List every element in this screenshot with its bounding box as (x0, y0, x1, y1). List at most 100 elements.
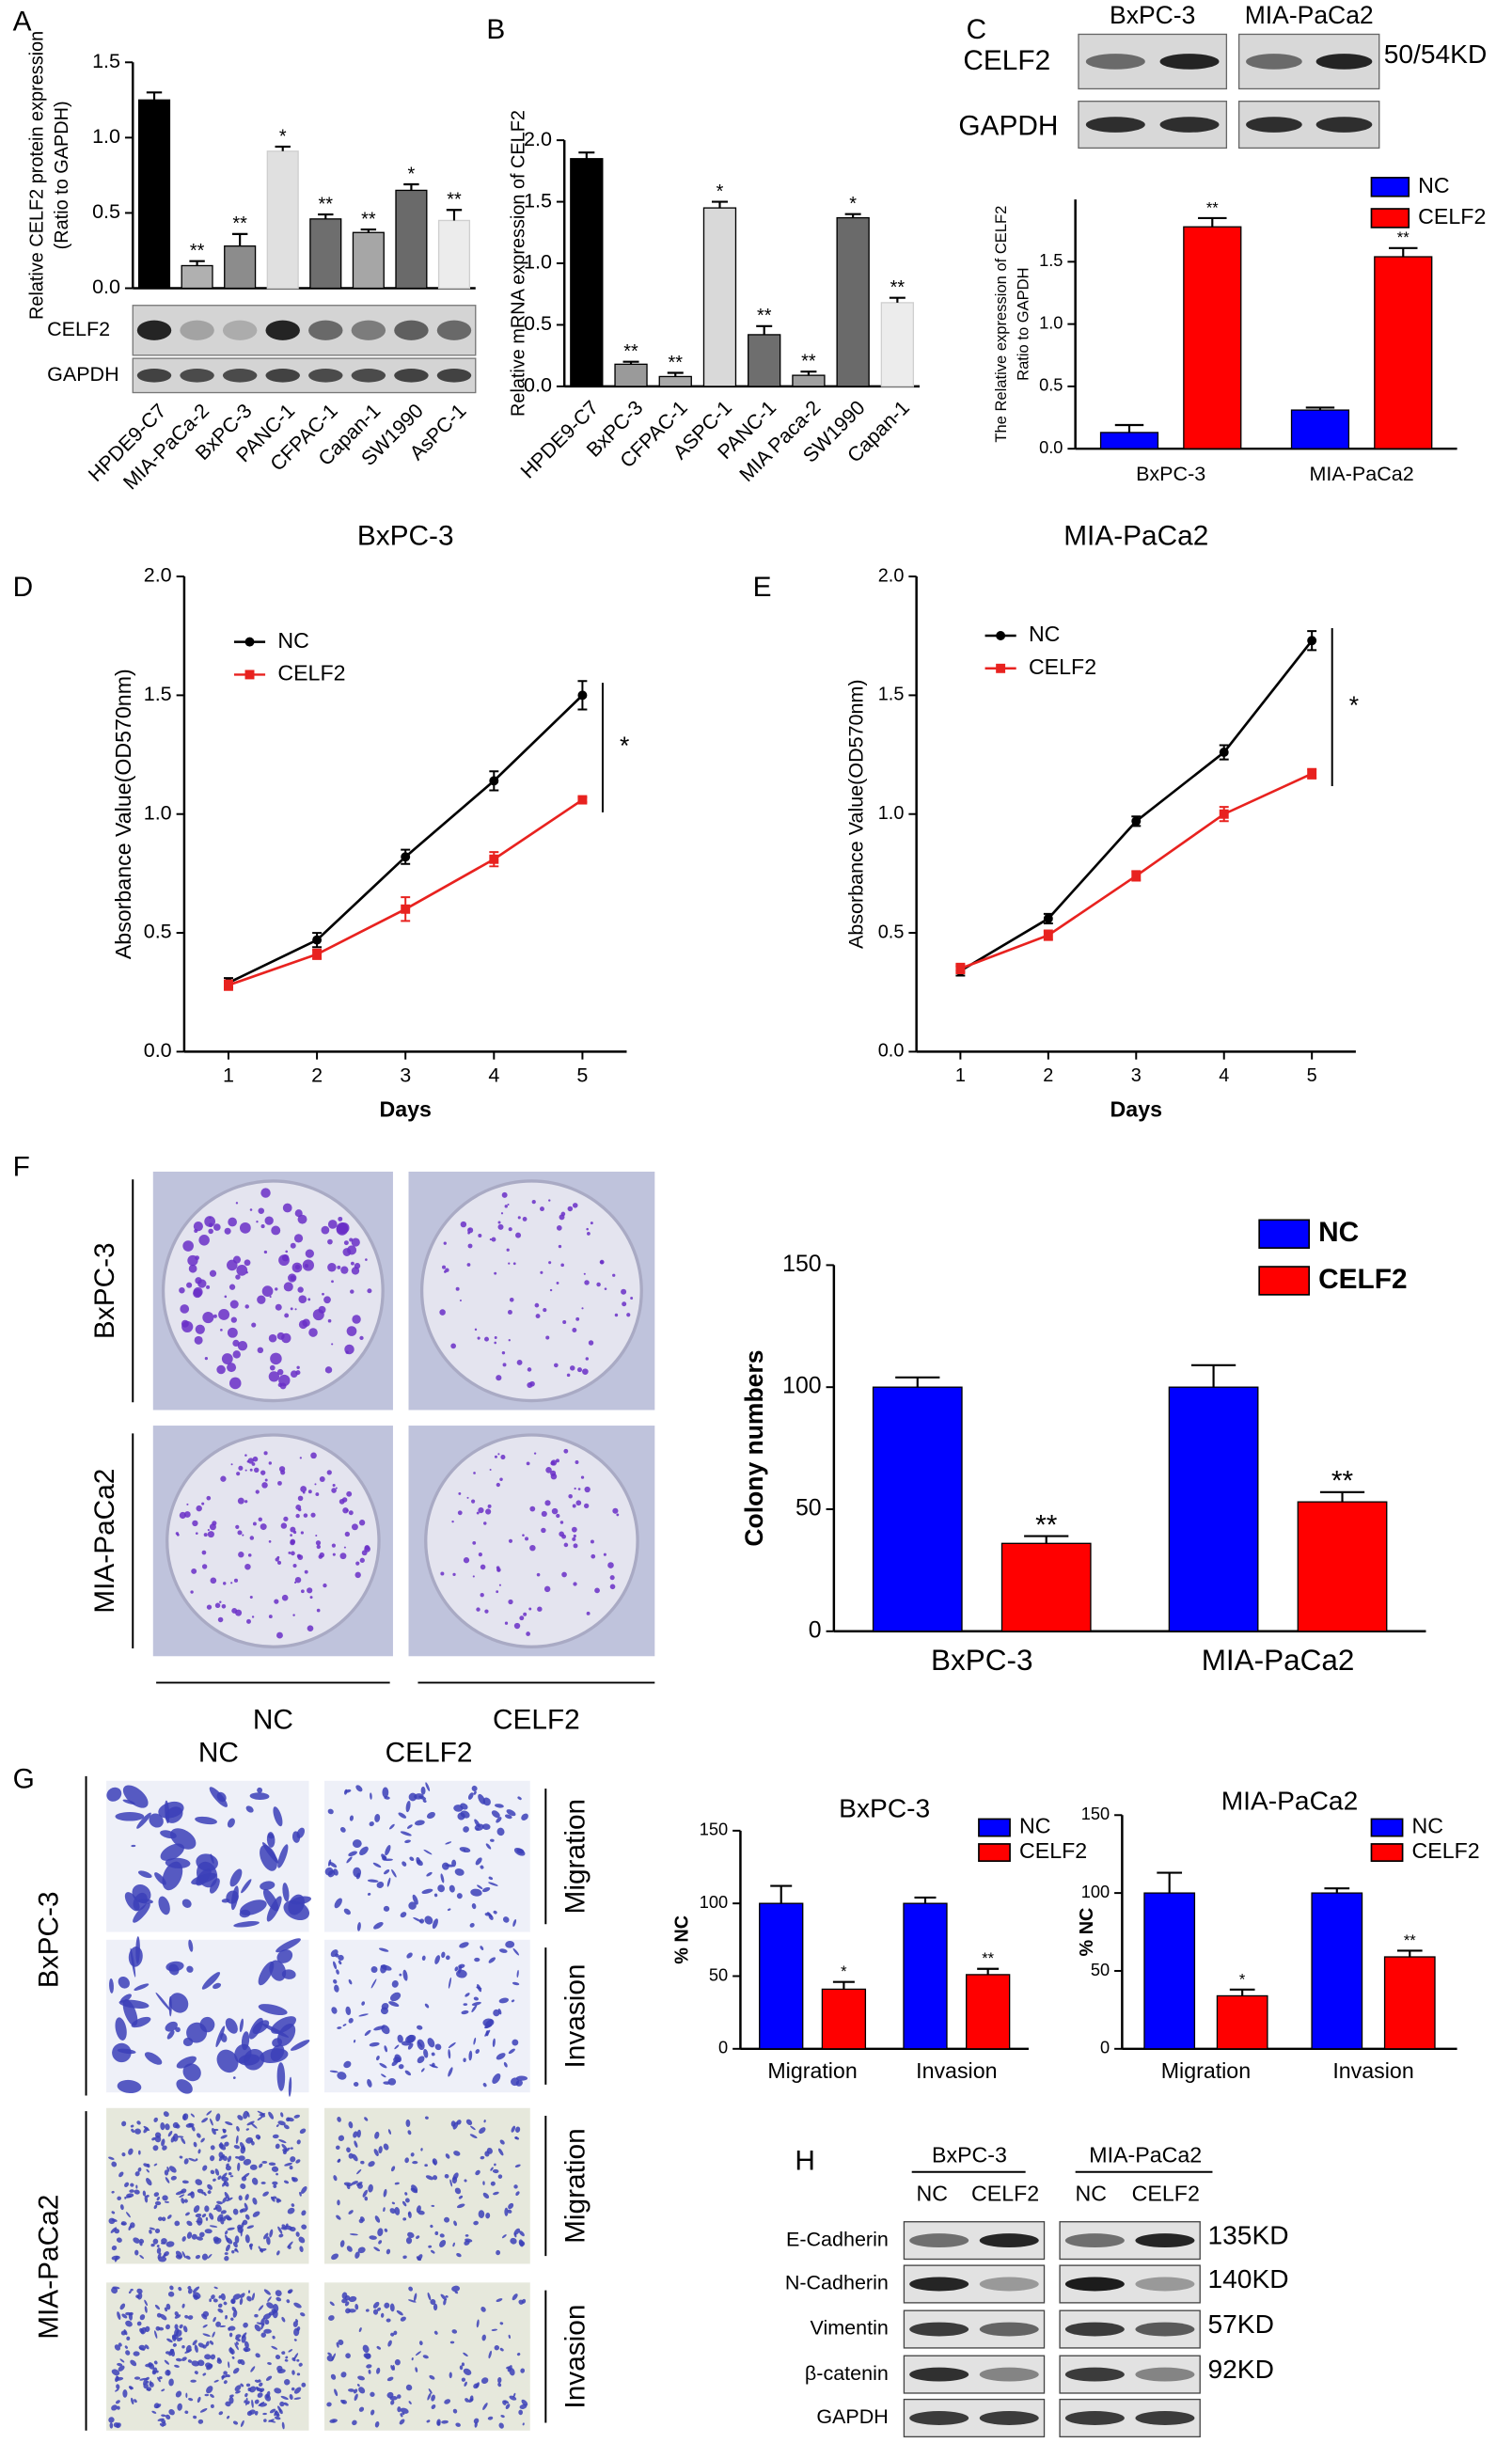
cell (390, 2166, 396, 2172)
cell (225, 2244, 230, 2252)
cell (445, 2295, 449, 2298)
cell (210, 2404, 214, 2408)
colony (332, 1552, 336, 1556)
cell (416, 1856, 421, 1865)
cell (265, 2375, 273, 2381)
y-tick-label: 100 (700, 1893, 728, 1912)
cell (254, 2324, 261, 2332)
cell (225, 2230, 228, 2235)
cell (190, 2379, 197, 2383)
row-label: BxPC-3 (89, 1242, 120, 1339)
point (1043, 930, 1053, 940)
x-tick-label: Migration (767, 2058, 857, 2083)
cell (207, 2183, 213, 2190)
colony (235, 1202, 239, 1205)
cell (209, 2298, 212, 2303)
colony (540, 1206, 544, 1212)
legend-swatch (978, 1818, 1011, 1837)
cell (485, 1843, 492, 1850)
colony (519, 1616, 525, 1621)
cell (158, 2256, 167, 2262)
blot-band (979, 2411, 1039, 2425)
cell (163, 2111, 169, 2118)
colony (540, 1270, 543, 1274)
cell (168, 1963, 180, 1976)
blot-size: 140KD (1207, 2264, 1288, 2293)
cell (238, 2195, 243, 2201)
row-label: MIA-PaCa2 (33, 2195, 64, 2340)
cell (511, 2077, 520, 2087)
cell (450, 2120, 456, 2127)
colony (343, 1546, 346, 1549)
blot-band (136, 369, 172, 383)
cell (327, 1808, 334, 1815)
cell (231, 2356, 235, 2359)
blot-row-label: GAPDH (958, 111, 1058, 142)
point (489, 854, 499, 864)
cell (123, 2329, 128, 2336)
cell (427, 2392, 432, 2401)
blot-band (351, 320, 386, 340)
cell (348, 1851, 357, 1857)
cell (391, 2059, 399, 2067)
error-bar (770, 1884, 793, 1904)
cell (226, 2237, 233, 2245)
cell (370, 2391, 375, 2397)
bar (309, 218, 342, 290)
cell (299, 2128, 307, 2135)
cell (400, 2407, 409, 2414)
cell (111, 2245, 118, 2251)
cell (359, 1846, 369, 1856)
colony (285, 1250, 289, 1253)
colony (293, 1234, 304, 1243)
cell (505, 2404, 511, 2410)
colony (268, 1461, 272, 1465)
colony (512, 1262, 516, 1266)
cell (452, 2242, 455, 2247)
cell (121, 2313, 128, 2319)
cell (111, 2404, 118, 2411)
colony (466, 1263, 471, 1267)
x-tick-label: 5 (576, 1064, 588, 1087)
blot-band (979, 2277, 1039, 2292)
cell (482, 2181, 485, 2185)
colony (352, 1315, 361, 1324)
y-tick-label: 0 (809, 1617, 822, 1643)
cell (142, 2190, 147, 2197)
cell (134, 2171, 140, 2177)
colony (288, 1551, 291, 1554)
blot-band (1064, 2233, 1125, 2248)
cell (143, 2383, 149, 2389)
colony (228, 1377, 242, 1390)
error-bar (189, 260, 205, 266)
cell (357, 2183, 363, 2189)
cell (280, 2112, 284, 2118)
cell (243, 2110, 249, 2120)
cell (281, 2316, 286, 2323)
colony (337, 1265, 341, 1269)
cell (390, 2365, 394, 2371)
cell (456, 2252, 462, 2258)
colony (455, 1286, 460, 1291)
colony (195, 1324, 205, 1334)
y-tick-label: 1.0 (878, 803, 905, 824)
blot-band (180, 369, 214, 383)
blot-band (1135, 2322, 1195, 2337)
cell (288, 2289, 293, 2293)
cell (500, 2415, 505, 2419)
cell (370, 1966, 378, 1973)
colony (529, 1505, 536, 1512)
cell (245, 1805, 254, 1813)
cell (133, 1892, 148, 1911)
cell (503, 2400, 510, 2404)
cell (160, 1843, 184, 1861)
cell (449, 1884, 455, 1893)
cell (373, 1921, 384, 1930)
colony (572, 1203, 578, 1208)
cell (158, 1896, 170, 1915)
colony (304, 1569, 308, 1574)
cell (481, 1823, 491, 1830)
cell (245, 2136, 254, 2144)
cell (115, 2400, 120, 2404)
cell (421, 2068, 425, 2073)
